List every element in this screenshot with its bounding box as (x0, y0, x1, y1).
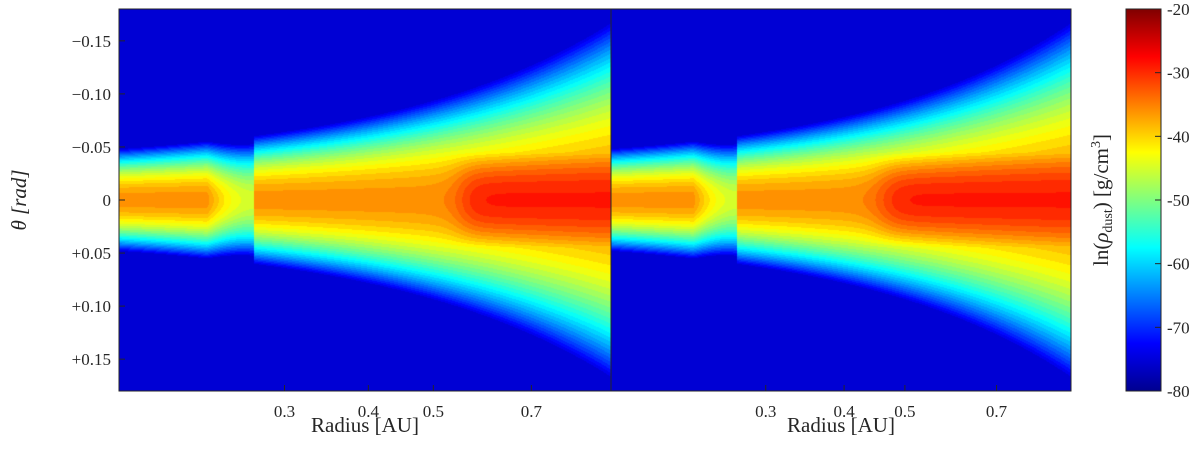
right-heatmap (611, 9, 1071, 391)
right-x-axis-title: Radius [AU] (787, 413, 895, 437)
x-tick-label: 0.5 (894, 402, 915, 421)
left-heatmap (119, 9, 611, 391)
x-tick-label: 0.4 (358, 402, 380, 421)
left-x-axis-title: Radius [AU] (311, 413, 419, 437)
colorbar: -20 -30 -40 -50 -60 -70 -80 ln(ρdust) [g/cm3] (1089, 0, 1190, 401)
x-tick-label: 0.3 (274, 402, 295, 421)
colorbar-tick-label: -70 (1167, 318, 1190, 337)
y-tick-label: +0.10 (72, 297, 111, 316)
y-tick-label: +0.05 (72, 244, 111, 263)
colorbar-tick-label: -80 (1167, 382, 1190, 401)
y-axis-theta: θ [rad] (7, 169, 31, 230)
x-tick-label: 0.5 (423, 402, 444, 421)
y-tick-label: +0.15 (72, 350, 111, 369)
x-tick-label: 0.3 (755, 402, 776, 421)
right-x-axis: 0.3 0.4 0.5 0.7 (755, 385, 1008, 421)
x-tick-label: 0.7 (521, 402, 543, 421)
colorbar-ticks: -20 -30 -40 -50 -60 -70 -80 (1155, 0, 1190, 401)
y-tick-label: −0.05 (72, 138, 111, 157)
right-plot-frame (610, 8, 1072, 392)
left-y-axis-title: θ [rad] (7, 169, 31, 230)
colorbar-tick-label: -60 (1167, 255, 1190, 274)
colorbar-tick-label: -20 (1167, 0, 1190, 19)
y-tick-label: −0.15 (72, 32, 111, 51)
colorbar-tick-label: -30 (1167, 64, 1190, 83)
left-y-axis: −0.15 −0.10 −0.05 0 +0.05 +0.10 +0.15 (72, 32, 125, 369)
colorbar-tick-label: -40 (1167, 127, 1190, 146)
colorbar-label: ln(ρdust) [g/cm3] (1089, 134, 1116, 266)
y-tick-label: 0 (103, 191, 112, 210)
colorbar-tick-label: -50 (1167, 191, 1190, 210)
x-tick-label: 0.7 (986, 402, 1008, 421)
left-panel: −0.15−0.10−0.050+0.05+0.10+0.15 0.3 0.4 0.… (7, 8, 612, 437)
right-panel: 0.3 0.4 0.5 0.7 Radius [AU] (610, 8, 1072, 437)
left-x-axis: 0.3 0.4 0.5 0.7 (274, 385, 543, 421)
x-tick-label: 0.4 (833, 402, 855, 421)
y-tick-label: −0.10 (72, 85, 111, 104)
